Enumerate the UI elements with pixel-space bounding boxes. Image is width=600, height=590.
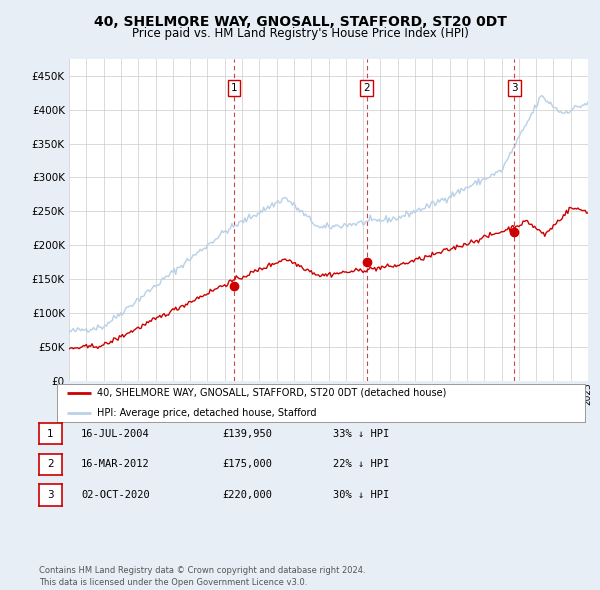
Text: HPI: Average price, detached house, Stafford: HPI: Average price, detached house, Staf… [97, 408, 316, 418]
Text: £175,000: £175,000 [222, 460, 272, 469]
Text: 30% ↓ HPI: 30% ↓ HPI [333, 490, 389, 500]
Text: £220,000: £220,000 [222, 490, 272, 500]
Text: Contains HM Land Registry data © Crown copyright and database right 2024.
This d: Contains HM Land Registry data © Crown c… [39, 566, 365, 587]
Text: 40, SHELMORE WAY, GNOSALL, STAFFORD, ST20 0DT: 40, SHELMORE WAY, GNOSALL, STAFFORD, ST2… [94, 15, 506, 29]
Text: 22% ↓ HPI: 22% ↓ HPI [333, 460, 389, 469]
Text: 2: 2 [364, 83, 370, 93]
Text: 40, SHELMORE WAY, GNOSALL, STAFFORD, ST20 0DT (detached house): 40, SHELMORE WAY, GNOSALL, STAFFORD, ST2… [97, 388, 446, 398]
Text: 1: 1 [231, 83, 238, 93]
Text: 2: 2 [47, 460, 54, 469]
Text: 16-MAR-2012: 16-MAR-2012 [81, 460, 150, 469]
Text: 16-JUL-2004: 16-JUL-2004 [81, 429, 150, 438]
Text: 33% ↓ HPI: 33% ↓ HPI [333, 429, 389, 438]
Text: 1: 1 [47, 429, 54, 438]
Text: Price paid vs. HM Land Registry's House Price Index (HPI): Price paid vs. HM Land Registry's House … [131, 27, 469, 40]
Text: 3: 3 [47, 490, 54, 500]
Text: £139,950: £139,950 [222, 429, 272, 438]
Text: 02-OCT-2020: 02-OCT-2020 [81, 490, 150, 500]
Text: 3: 3 [511, 83, 518, 93]
